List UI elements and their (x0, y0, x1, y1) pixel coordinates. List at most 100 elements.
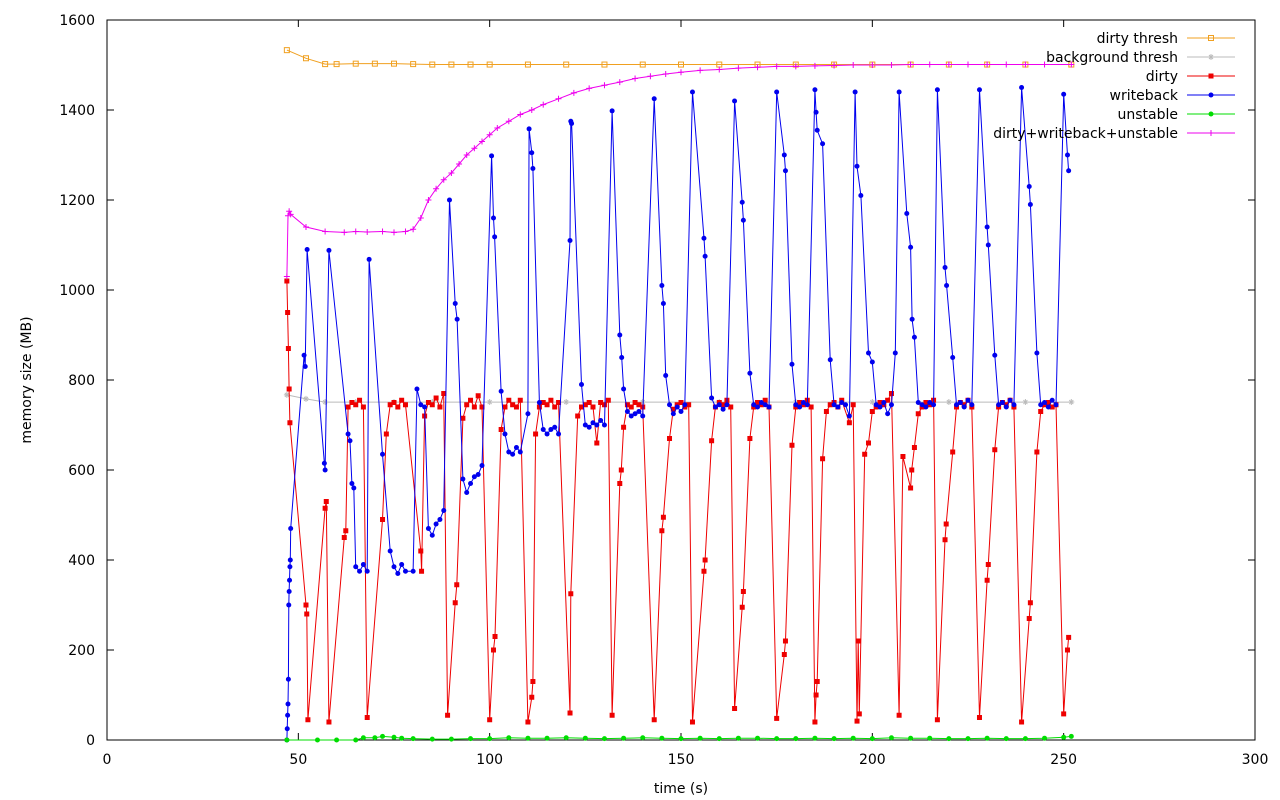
writeback-point (437, 517, 443, 522)
dirty-point (492, 634, 498, 639)
unstable-point (888, 735, 894, 741)
dirty-point (720, 402, 726, 408)
dirty-writeback-unstable-point (888, 62, 895, 68)
unstable-point (380, 733, 386, 739)
writeback-point (831, 402, 837, 408)
writeback-point (632, 411, 638, 417)
unstable-point (774, 736, 780, 742)
dirty-point (548, 397, 554, 403)
dirty-thresh-point (333, 61, 340, 68)
dirty-writeback-unstable-point (1041, 61, 1048, 68)
dirty-point (349, 400, 355, 405)
unstable-point (793, 736, 799, 742)
background-thresh-point (563, 399, 570, 406)
writeback-point (452, 301, 458, 306)
writeback-point (552, 424, 558, 430)
dirty-point (433, 395, 439, 401)
dirty-writeback-unstable-point (716, 66, 723, 73)
legend-label-dirty: dirty (1146, 69, 1178, 85)
writeback-point (846, 413, 852, 419)
dirty-point (353, 402, 359, 408)
dirty-writeback-unstable-point (869, 62, 876, 68)
dirty-point (1045, 400, 1051, 405)
writeback-point (402, 568, 408, 574)
writeback-point (621, 386, 627, 392)
dirty-point (628, 404, 634, 410)
dirty-point (617, 481, 623, 486)
writeback-point (724, 402, 730, 408)
dirty-point (582, 402, 588, 408)
writeback-point (460, 476, 466, 482)
dirty-point (536, 404, 542, 410)
dirty-point (383, 431, 389, 437)
dirty-writeback-unstable-point (494, 125, 501, 131)
series-dirty-writeback-unstable (283, 61, 1075, 280)
dirty-writeback-unstable-point (471, 145, 478, 152)
writeback-point (702, 253, 708, 259)
writeback-point (475, 472, 481, 477)
writeback-point (866, 350, 872, 356)
dirty-writeback-unstable-point (540, 101, 547, 108)
dirty-thresh-point (467, 61, 474, 68)
writeback-point (999, 400, 1005, 405)
dirty-point (395, 404, 401, 410)
writeback-point (351, 485, 357, 491)
dirty-writeback-unstable-point (831, 62, 838, 69)
writeback-point (942, 265, 948, 270)
dirty-point (812, 719, 818, 725)
writeback-point (380, 451, 386, 457)
dirty-point (1049, 404, 1055, 410)
dirty-point (701, 568, 707, 574)
dirty-writeback-unstable-point (926, 61, 933, 68)
x-tick-label: 50 (289, 752, 307, 768)
legend-label-background-thresh: background thresh (1046, 50, 1178, 66)
writeback-point (858, 193, 864, 198)
dirty-writeback-unstable-point (463, 152, 470, 158)
y-axis-title: memory size (MB) (19, 316, 35, 443)
dirty-writeback-unstable-point (662, 71, 669, 77)
writeback-point (594, 422, 600, 428)
axis-ticks: 0 50 100 150 200 250 300 0 200 400 600 800 1000 1200 1… (59, 13, 1268, 768)
writeback-point (670, 411, 676, 417)
dirty-point (609, 712, 615, 718)
unstable-point (850, 735, 856, 741)
dirty-point (556, 400, 562, 405)
dirty-point (429, 402, 435, 408)
dirty-writeback-unstable-point (364, 228, 371, 235)
dirty-writeback-unstable-point (601, 82, 608, 89)
unstable-point (755, 735, 761, 741)
dirty-writeback-unstable-point (322, 228, 329, 235)
dirty-point (908, 485, 914, 491)
dirty-point (877, 400, 883, 405)
writeback-point (582, 422, 588, 428)
dirty-point (985, 562, 991, 567)
writeback-point (660, 301, 666, 306)
dirty-point (866, 440, 872, 446)
dirty-point (464, 402, 470, 408)
writeback-point (569, 121, 575, 126)
writeback-point (813, 109, 819, 115)
dirty-point (601, 402, 607, 408)
series-writeback (284, 85, 1072, 743)
dirty-writeback-unstable-point (632, 75, 639, 82)
writeback-point (387, 548, 393, 554)
unstable-point (506, 735, 512, 741)
dirty-point (774, 715, 780, 721)
unstable-point (812, 735, 818, 741)
unstable-point (831, 736, 837, 742)
dirty-thresh-point (563, 61, 570, 68)
legend-background-thresh-point (1208, 54, 1214, 60)
writeback-point (433, 521, 439, 527)
dirty-point (286, 386, 292, 392)
dirty-point (732, 706, 738, 711)
writeback-point (812, 87, 818, 93)
writeback-point (322, 467, 328, 473)
background-thresh-point (283, 391, 290, 398)
dirty-point (284, 278, 290, 284)
dirty-writeback-unstable-point (647, 73, 654, 80)
writeback-point (996, 402, 1002, 408)
writeback-point (479, 463, 485, 468)
dirty-point (923, 400, 929, 405)
series-layer (283, 47, 1075, 743)
